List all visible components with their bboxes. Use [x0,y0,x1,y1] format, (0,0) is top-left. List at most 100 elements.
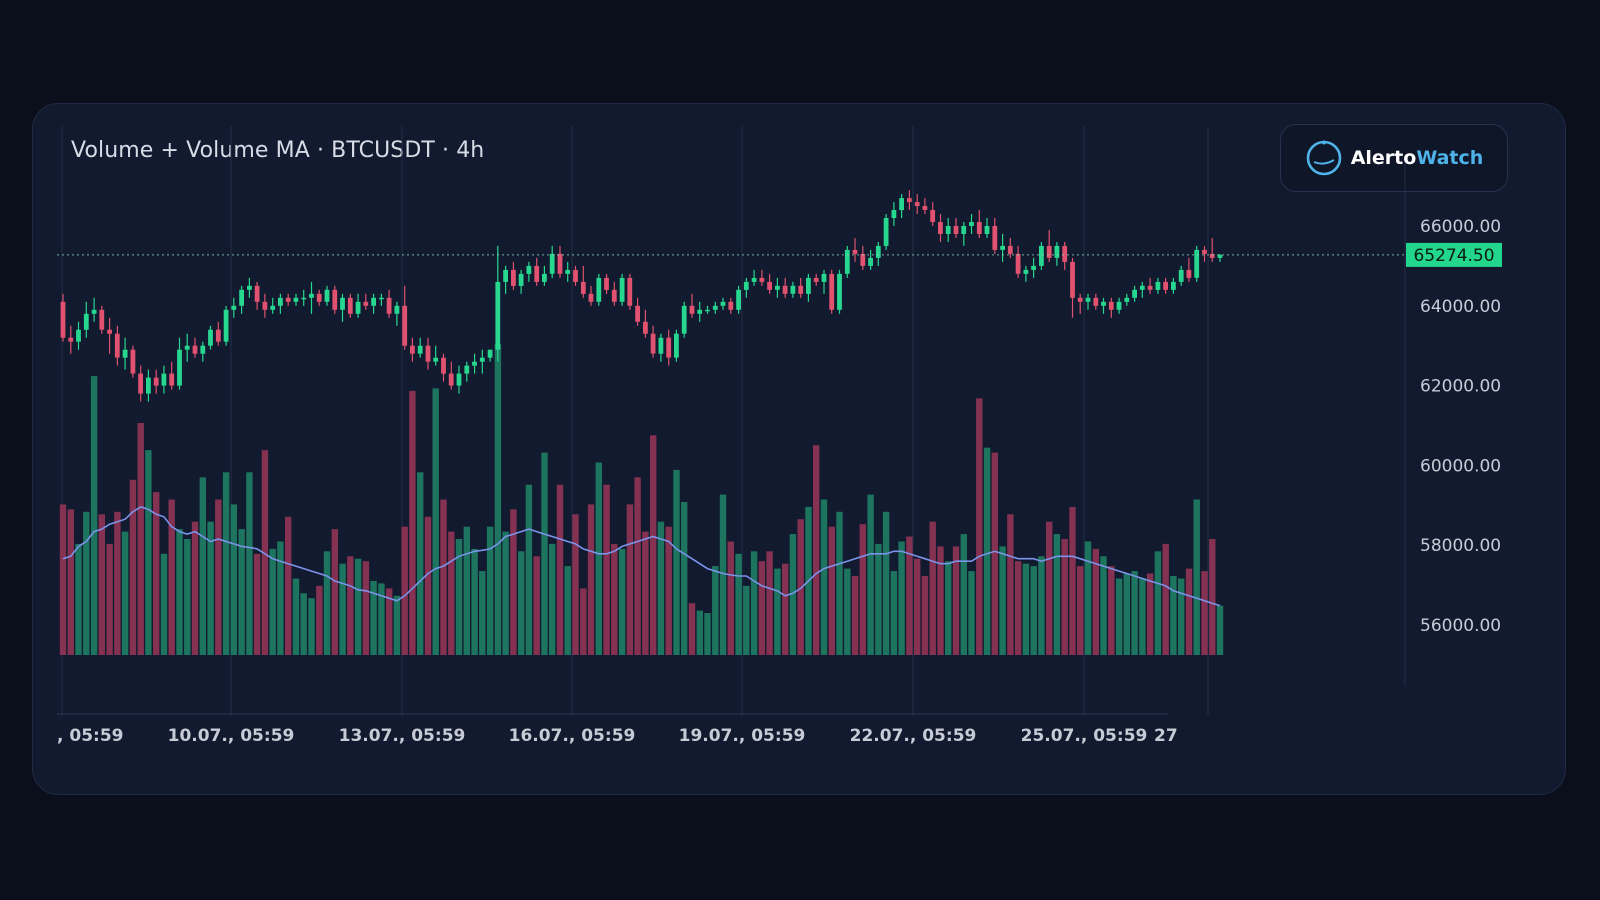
volume-bar [386,588,393,655]
volume-bar [727,541,734,655]
candle-body [456,373,462,386]
price-tick-label: 58000.00 [1420,536,1501,556]
volume-bar [98,514,105,655]
candle-body [511,269,516,286]
candle-body [914,202,920,207]
candle-body [1186,269,1192,278]
chart-title: Volume + Volume MA · BTCUSDT · 4h [71,138,485,163]
volume-bar [960,534,967,655]
candle-body [355,301,361,314]
candlestick-volume-chart[interactable]: 65274.50 66000.00 64000.00 62000.00 60000.00… [33,104,1565,794]
candle-body [1031,265,1036,270]
candle-body [1000,245,1005,250]
candle-body [899,198,904,211]
candle-body [705,309,710,312]
volume-bar [277,541,284,655]
candle-body [961,226,967,234]
volume-bar [1123,573,1130,655]
volume-bar [921,576,929,655]
candle-body [293,297,299,302]
volume-bar [696,610,703,655]
candle-body [169,373,175,386]
volume-bar [1216,605,1224,655]
candle-body [1054,245,1060,258]
candle-body [1209,253,1215,258]
candle-body [1163,281,1168,290]
candle-body [844,249,850,274]
candle-body [1039,245,1044,266]
volume-bar [1193,499,1200,655]
volume-bar [914,558,921,655]
time-tick-label: 19.07., 05:59 [679,726,806,746]
candle-body [945,226,951,234]
volume-bar [285,516,292,655]
price-tick-label: 66000.00 [1420,217,1501,237]
volume-bar [1092,548,1099,655]
volume-bar [308,598,315,655]
volume-bar [735,553,742,655]
volume-bar [525,484,533,655]
candle-body [751,277,757,282]
candle-body [231,305,237,310]
last-price-badge [1406,242,1502,267]
candle-body [60,301,66,338]
volume-bar [316,585,323,655]
volume-bar [83,511,90,655]
candle-body [953,226,959,234]
candle-body [922,206,928,210]
volume-bar [611,543,618,655]
candle-body [1108,301,1114,310]
candle-body [1132,289,1137,298]
volume-bar [59,504,67,655]
candle-body [635,305,640,322]
candle-body [394,305,400,314]
volume-bar [238,529,245,655]
volume-bar [1022,563,1030,655]
volume-bar [1139,578,1146,655]
volume-bar [222,472,230,655]
candle-body [782,285,788,294]
volume-bar [991,452,998,655]
volume-bar [906,536,913,655]
volume-bar [968,571,975,655]
candle-body [681,305,687,334]
volume-bar [417,472,424,655]
volume-bar [207,521,214,655]
volume-bar [983,447,991,655]
candle-body [1124,297,1130,302]
candle-body [192,345,198,354]
candle-body [891,210,897,218]
candle-body [200,345,206,354]
volume-bar [603,484,610,655]
volume-bar [774,568,781,655]
volume-bar [323,551,331,655]
volume-bar [191,521,199,655]
volume-bar [246,472,253,655]
volume-bar [510,509,517,655]
candle-body [1093,297,1099,306]
volume-bar [719,494,727,655]
volume-bar [1131,571,1138,655]
candle-body [712,305,718,310]
candle-body [829,273,835,310]
volume-bar [67,509,74,655]
volume-bar [758,561,766,655]
candle-body [736,289,741,310]
candle-body [107,329,112,334]
volume-bar [556,484,564,655]
time-tick-label: 22.07., 05:59 [850,726,977,746]
candle-body [270,305,276,310]
candle-body [425,345,431,362]
candle-body [650,333,656,354]
volume-bar [137,423,144,655]
volume-bar [564,566,571,655]
volume-bar [580,588,587,655]
candle-body [1139,285,1145,290]
candle-body [798,285,804,294]
volume-ma-line [62,506,1221,607]
volume-bar [269,548,276,655]
candle-body [1085,297,1091,302]
brand-badge[interactable]: AlertoWatch [1280,124,1508,192]
volume-bar [215,499,222,655]
volume-bar [409,390,416,655]
